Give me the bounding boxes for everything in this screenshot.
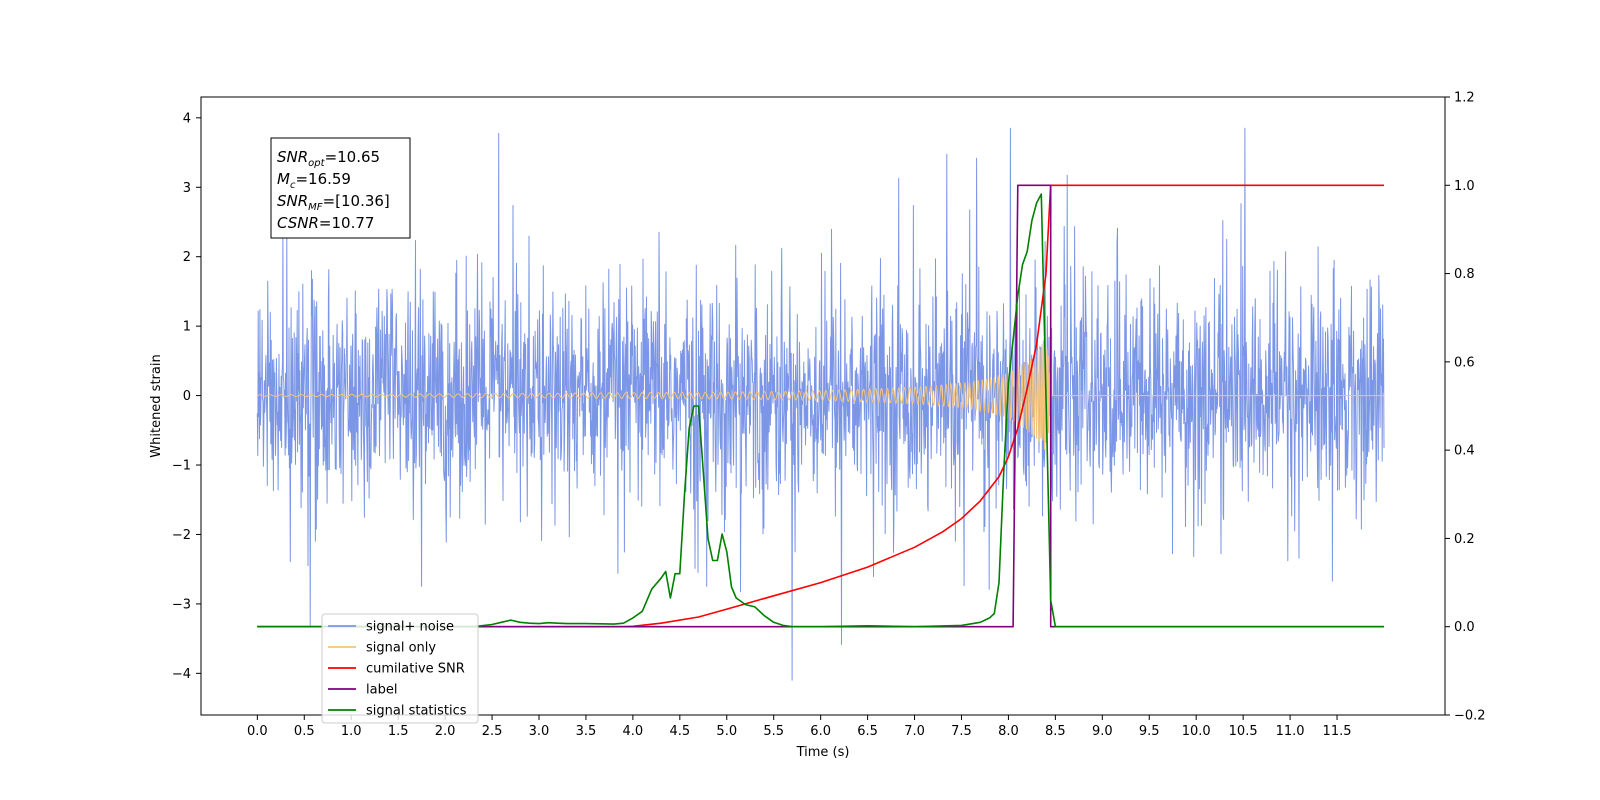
legend-label: cumilative SNR [366, 662, 465, 677]
legend-label: signal statistics [366, 704, 467, 719]
annotation-line: SNRMF=[10.36] [277, 192, 390, 213]
series-line-0 [256, 127, 1385, 681]
x-tick-label: 5.5 [763, 724, 784, 739]
x-tick-label: 5.0 [716, 724, 737, 739]
y-right-tick-label: 0.4 [1454, 444, 1475, 459]
legend-label: signal only [366, 641, 436, 656]
x-tick-label: 6.5 [857, 724, 878, 739]
annotation-frame [270, 137, 411, 239]
y-axis-left: 4 3 2 1 0 −1 −2 −3 −4 [172, 111, 201, 682]
y-left-tick-label: 3 [183, 181, 191, 196]
annotation-line: SNRopt=10.65 [277, 148, 380, 169]
y-left-tick-label: −3 [172, 597, 191, 612]
x-tick-label: 1.0 [341, 724, 362, 739]
x-tick-label: 2.0 [435, 724, 456, 739]
x-tick-label: 4.5 [669, 724, 690, 739]
plot-frame [200, 96, 1446, 716]
y-left-tick-label: 1 [183, 320, 191, 335]
legend-frame [321, 613, 479, 724]
y-axis-label-left: Whitened strain [149, 354, 164, 457]
x-tick-label: 9.0 [1092, 724, 1113, 739]
x-tick-label: 8.5 [1045, 724, 1066, 739]
x-tick-label: 6.0 [810, 724, 831, 739]
x-axis: 0.0 0.5 1.0 1.5 2.0 2.5 3.0 3.5 4.0 4.5 5.0 5.5 6.0 6… [247, 715, 1352, 739]
x-tick-label: 0.5 [294, 724, 315, 739]
series-line-1 [257, 340, 1385, 450]
x-tick-label: 1.5 [388, 724, 409, 739]
y-right-tick-label: 1.2 [1454, 91, 1475, 106]
x-tick-label: 7.0 [904, 724, 925, 739]
y-axis-right: 1.2 1.0 0.8 0.6 0.4 0.2 0.0 −0.2 [1445, 91, 1486, 724]
y-left-tick-label: −1 [172, 459, 191, 474]
x-tick-label: 2.5 [482, 724, 503, 739]
annotation-line: CSNR=10.77 [277, 214, 374, 232]
x-tick-label: 4.0 [623, 724, 644, 739]
y-right-tick-label: 0.0 [1454, 620, 1475, 635]
y-right-tick-label: −0.2 [1454, 709, 1486, 724]
y-left-tick-label: −2 [172, 528, 191, 543]
x-tick-label: 11.5 [1323, 724, 1352, 739]
y-left-tick-label: 4 [183, 111, 191, 126]
y-left-tick-label: −4 [172, 667, 191, 682]
x-tick-label: 0.0 [247, 724, 268, 739]
series-line-2 [257, 184, 1384, 628]
y-left-tick-label: 0 [183, 389, 191, 404]
y-right-tick-label: 1.0 [1454, 179, 1475, 194]
x-tick-label: 7.5 [951, 724, 972, 739]
legend: signal+ noise signal only cumilative SNR la… [321, 613, 479, 724]
x-tick-label: 10.0 [1182, 724, 1211, 739]
legend-label: label [366, 683, 397, 698]
x-tick-label: 11.0 [1276, 724, 1305, 739]
annotation-line: Mc=16.59 [277, 170, 351, 191]
x-axis-label: Time (s) [796, 745, 850, 760]
plot-series-group [256, 127, 1385, 681]
y-left-tick-label: 2 [183, 250, 191, 265]
y-right-tick-label: 0.6 [1454, 355, 1475, 370]
series-line-4 [257, 193, 1384, 628]
x-tick-label: 9.5 [1139, 724, 1160, 739]
x-tick-label: 3.0 [529, 724, 550, 739]
y-right-tick-label: 0.8 [1454, 267, 1475, 282]
legend-label: signal+ noise [366, 620, 454, 635]
x-tick-label: 3.5 [576, 724, 597, 739]
y-right-tick-label: 0.2 [1454, 532, 1475, 547]
x-tick-label: 10.5 [1229, 724, 1258, 739]
x-tick-label: 8.0 [998, 724, 1019, 739]
stats-annotation-box: SNRopt=10.65Mc=16.59SNRMF=[10.36]CSNR=10… [270, 137, 411, 239]
